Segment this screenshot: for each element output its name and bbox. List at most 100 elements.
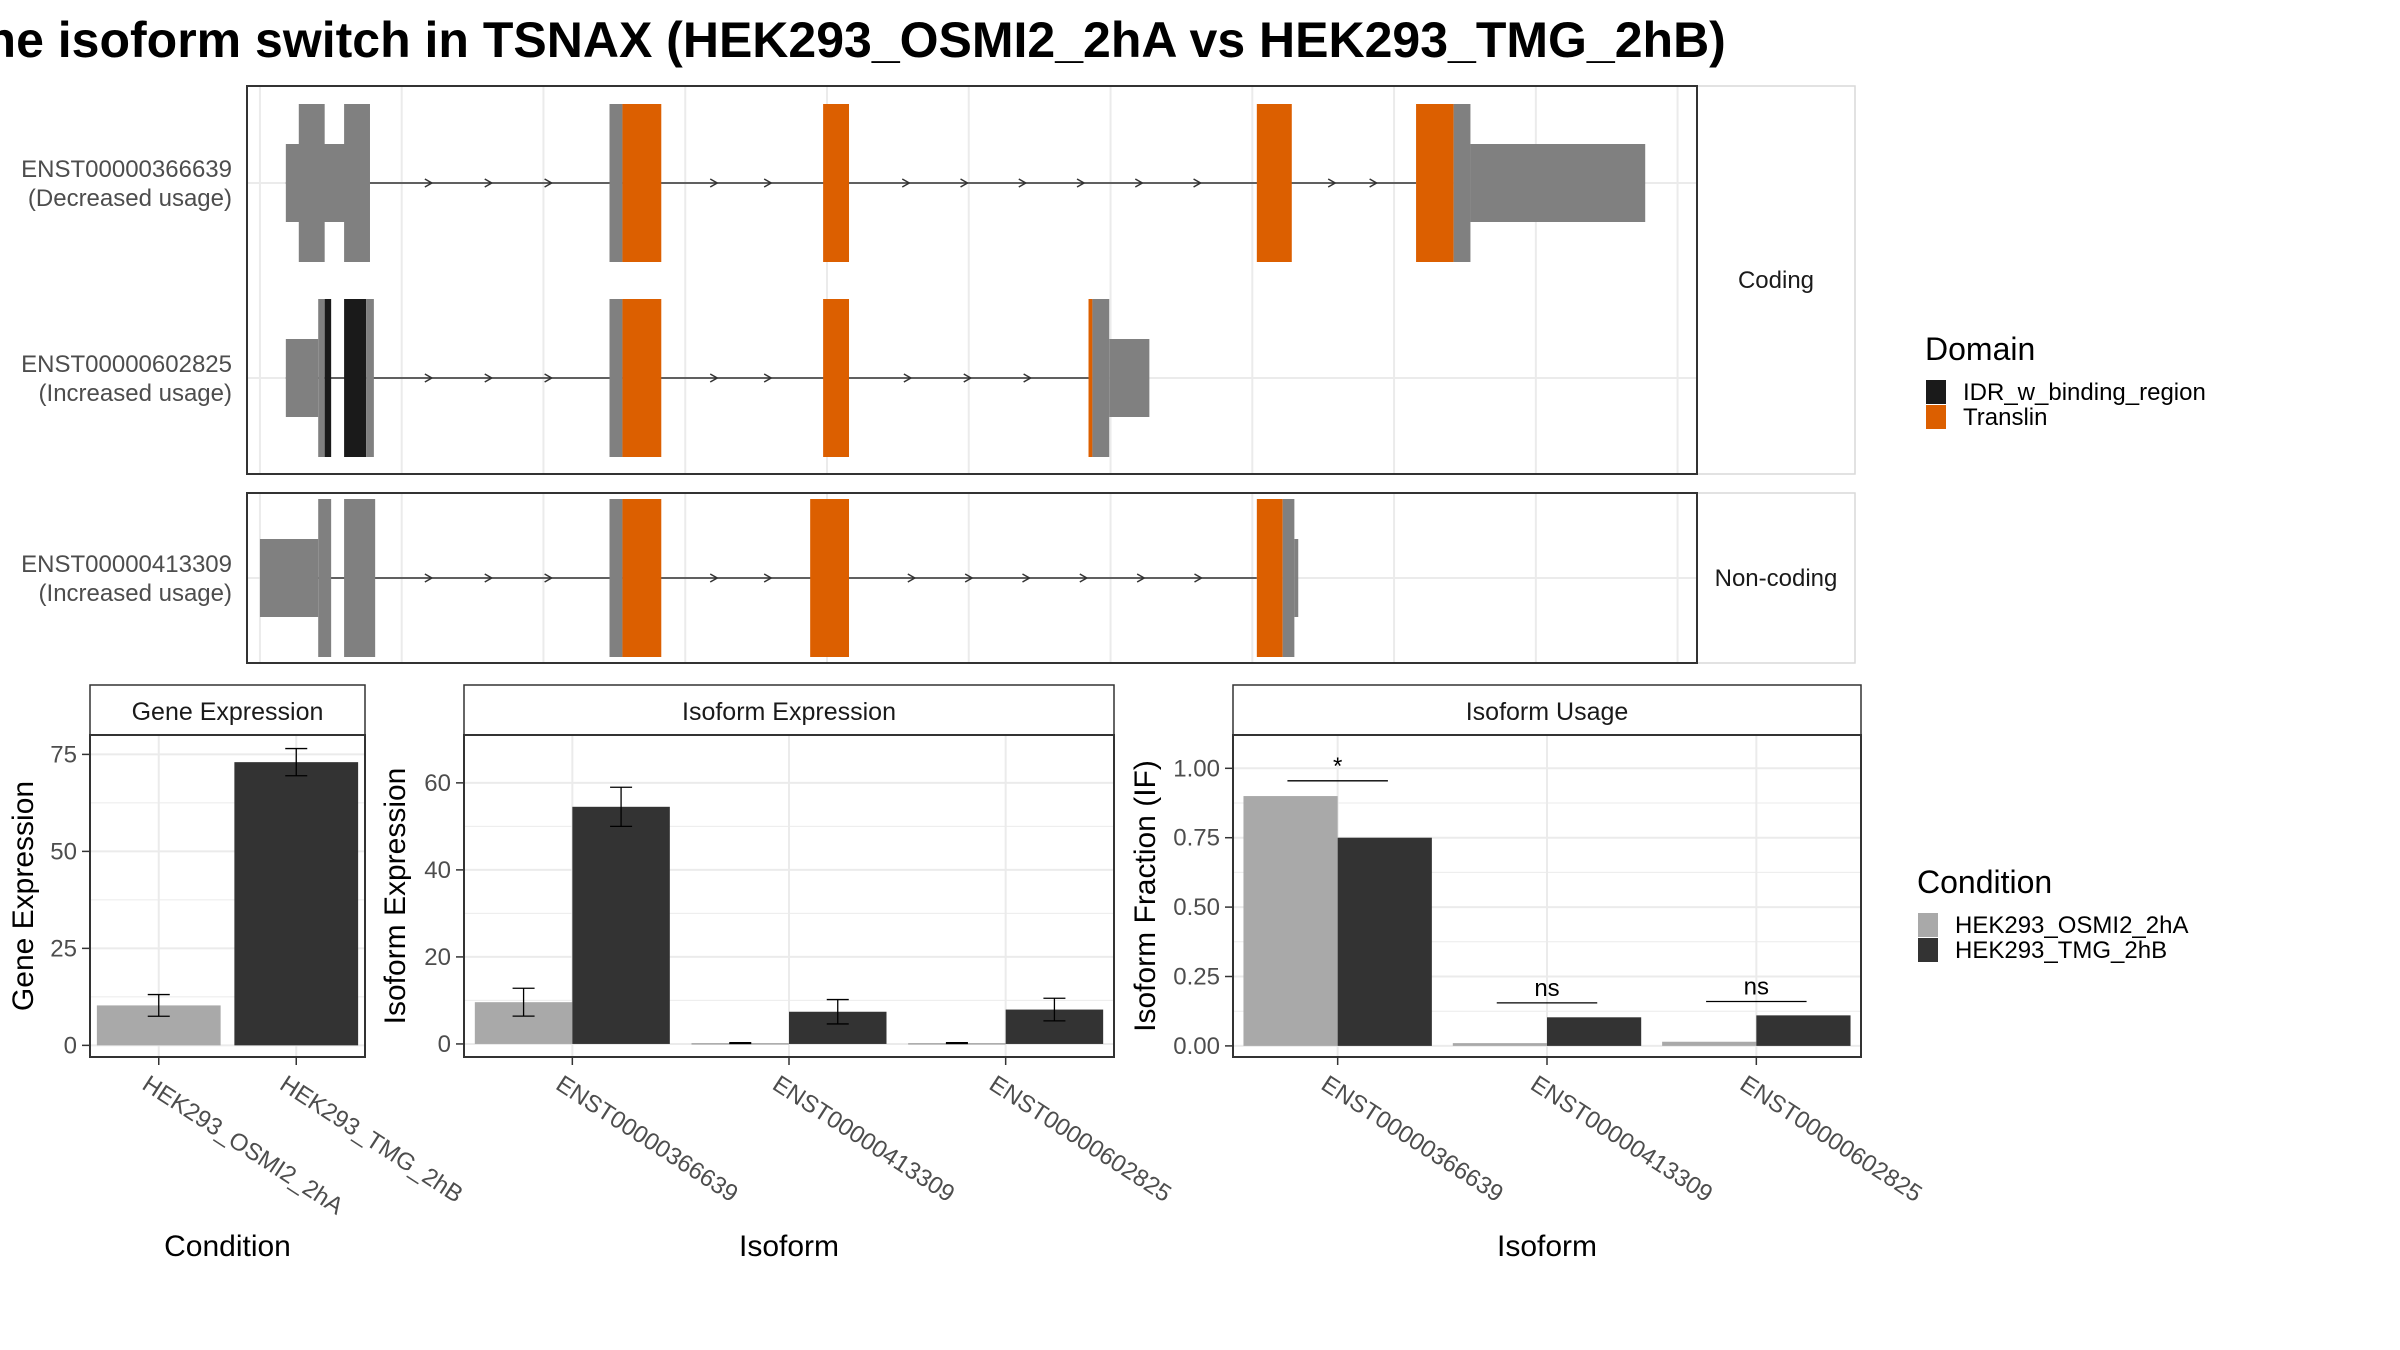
domain-legend-title: Domain (1925, 331, 2035, 367)
bar-panel-strip (89, 684, 366, 736)
bar-panel-strip (1232, 684, 1862, 736)
intron-arrow (424, 373, 434, 383)
y-tick-label: 0.00 (1173, 1033, 1220, 1060)
bar-panel-strip-label: Isoform Expression (682, 698, 896, 726)
exon-segment-idr (324, 299, 332, 457)
bar-panel-strip-label: Isoform Usage (1466, 698, 1629, 726)
transcript-track-ENST00000366639: ENST00000366639(Decreased usage) (21, 104, 1646, 262)
exon-segment-translin (622, 299, 662, 457)
structure-strip-label: Non-coding (1715, 565, 1838, 592)
y-tick-label: 0 (438, 1031, 451, 1058)
intron-arrow (963, 373, 973, 383)
expression-bar-panels: Gene ExpressionHEK293_OSMI2_2hAHEK293_TM… (7, 684, 1927, 1263)
significance-label: ns (1744, 973, 1769, 1000)
y-tick-label: 0.25 (1173, 964, 1220, 991)
x-tick-label: ENST00000413309 (1526, 1070, 1718, 1207)
transcript-track-ENST00000602825: ENST00000602825(Increased usage) (21, 299, 1150, 457)
intron-arrow (709, 178, 719, 188)
y-axis-title: Isoform Fraction (IF) (1129, 760, 1162, 1032)
intron-arrow (903, 373, 913, 383)
x-tick-label: ENST00000366639 (551, 1070, 743, 1207)
intron-arrow (544, 178, 554, 188)
intron-arrow (1018, 178, 1028, 188)
bar-HEK293_OSMI2_2hA (1452, 1043, 1547, 1046)
exon-segment-utr (344, 499, 376, 657)
domain-legend-swatch (1926, 380, 1946, 404)
intron-arrow (1194, 573, 1204, 583)
y-tick-label: 75 (50, 741, 77, 768)
exon-segment-utr (366, 299, 374, 457)
transcript-name: ENST00000602825 (21, 351, 232, 378)
transcript-usage: (Increased usage) (39, 380, 232, 407)
exon-segment-utr (259, 539, 319, 617)
exon-segment-utr (609, 104, 623, 262)
exon-segment-utr (285, 339, 319, 417)
exon-segment-translin (622, 104, 662, 262)
transcript-track-ENST00000413309: ENST00000413309(Increased usage) (21, 499, 1299, 657)
structure-strip-label: Coding (1738, 267, 1814, 294)
x-tick-label: ENST00000602825 (1735, 1070, 1927, 1207)
transcript-name: ENST00000366639 (21, 156, 232, 183)
y-tick-label: 20 (424, 944, 451, 971)
exon-segment-translin (622, 499, 662, 657)
domain-legend-label: IDR_w_binding_region (1963, 379, 2206, 406)
bar-panel-border (89, 734, 366, 1058)
bar-HEK293_TMG_2hB (234, 762, 359, 1046)
x-axis-title: Isoform (1497, 1230, 1597, 1263)
intron-arrow (544, 373, 554, 383)
intron-arrow (960, 178, 970, 188)
exon-segment-translin (810, 499, 850, 657)
y-tick-label: 0.75 (1173, 825, 1220, 852)
bar-panel-2: Isoform Expression ENST00000366639 ENST000… (379, 684, 1176, 1263)
condition-legend-label: HEK293_OSMI2_2hA (1955, 912, 2188, 939)
y-axis-title: Isoform Expression (379, 768, 412, 1025)
exon-segment-utr (318, 499, 332, 657)
intron-arrow (544, 573, 554, 583)
structure-strip (1696, 85, 1856, 475)
exon-segment-utr (609, 499, 623, 657)
x-axis-title: Isoform (739, 1230, 839, 1263)
bar-HEK293_TMG_2hB (1756, 1015, 1851, 1046)
bar-panel-strip (463, 684, 1115, 736)
structure-facet-2: Non-coding ENST00000413309(Increased usag… (21, 492, 1856, 664)
x-axis-title: Condition (164, 1230, 291, 1263)
intron-arrow (424, 178, 434, 188)
x-tick-label: ENST00000602825 (984, 1070, 1176, 1207)
exon-segment-utr (1294, 539, 1299, 617)
intron-arrow (709, 573, 719, 583)
bar-HEK293_TMG_2hB (572, 806, 670, 1044)
y-tick-label: 1.00 (1173, 755, 1220, 782)
y-tick-label: 0.50 (1173, 894, 1220, 921)
transcript-name: ENST00000413309 (21, 551, 232, 578)
intron-arrow (1134, 178, 1144, 188)
structure-strip (1696, 492, 1856, 664)
y-tick-label: 40 (424, 857, 451, 884)
bar-HEK293_OSMI2_2hA (1243, 796, 1338, 1046)
exon-segment-utr (1109, 339, 1150, 417)
intron-arrow (1023, 373, 1033, 383)
domain-legend-label: Translin (1963, 404, 2047, 431)
intron-arrow (484, 373, 494, 383)
significance-label: ns (1534, 975, 1559, 1002)
exon-segment-utr (1453, 104, 1471, 262)
bar-panel-strip-label: Gene Expression (132, 698, 324, 726)
intron-arrow (1136, 573, 1146, 583)
exon-segment-utr (344, 104, 370, 262)
exon-segment-utr (609, 299, 623, 457)
y-tick-label: 25 (50, 935, 77, 962)
y-axis-title: Gene Expression (7, 781, 40, 1011)
y-tick-label: 0 (64, 1032, 77, 1059)
transcript-usage: (Increased usage) (39, 580, 232, 607)
intron-arrow (964, 573, 974, 583)
condition-legend-swatch (1918, 913, 1938, 937)
structure-panel-border (246, 492, 1698, 664)
exon-segment-translin (1256, 104, 1292, 262)
exon-segment-utr (1092, 299, 1110, 457)
intron-arrow (484, 178, 494, 188)
plot-title: The isoform switch in TSNAX (HEK293_OSMI… (0, 12, 1726, 68)
